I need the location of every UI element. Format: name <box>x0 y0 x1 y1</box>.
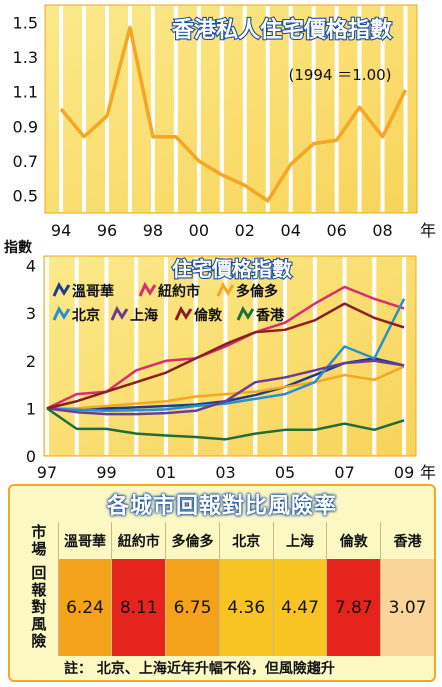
series-lines <box>59 25 408 203</box>
x-tick-label: 01 <box>156 463 176 482</box>
legend-item: 紐約市 <box>138 281 200 300</box>
y-tick-label: 0.5 <box>13 187 38 206</box>
chart-title: 香港私人住宅價格指數 <box>172 17 392 43</box>
y-tick-label: 2 <box>26 352 36 371</box>
chart-title: 住宅價格指數 <box>172 257 292 281</box>
legend-label: 北京 <box>72 307 100 324</box>
y-axis-ticks: 0 1 2 3 4 <box>26 257 36 466</box>
y-tick-label: 0 <box>26 447 36 466</box>
column-header: 上海 <box>272 522 327 559</box>
x-tick-label: 99 <box>96 463 116 482</box>
y-tick-label: 1 <box>26 399 36 418</box>
y-tick-label: 0.9 <box>13 117 38 136</box>
column-header: 多倫多 <box>165 522 220 559</box>
value-cell: 7.87 <box>326 559 381 656</box>
y-tick-label: 3 <box>26 304 36 323</box>
y-tick-label: 4 <box>26 257 36 276</box>
y-tick-label: 1.3 <box>13 48 38 67</box>
series-line <box>59 25 408 203</box>
x-tick-label: 05 <box>275 463 295 482</box>
x-tick-label: 06 <box>326 221 346 238</box>
x-axis-ticks: 97 99 01 03 05 07 09 <box>37 463 414 482</box>
column-header: 溫哥華 <box>57 522 112 559</box>
legend-item: 北京 <box>52 305 100 324</box>
legend-label: 多倫多 <box>236 283 278 300</box>
risk-return-panel: 各城市回報對比風險率 市場 溫哥華 紐約市 多倫多 北京 上海 倫敦 香港 回報… <box>8 484 436 682</box>
risk-return-table: 市場 溫哥華 紐約市 多倫多 北京 上海 倫敦 香港 回報對風險 6.24 8.… <box>20 522 434 656</box>
footnote: 註： 北京、上海近年升幅不俗，但風險趨升 <box>64 661 335 677</box>
legend-item: 香港 <box>236 305 285 324</box>
x-tick-label: 97 <box>37 463 57 482</box>
column-header: 香港 <box>380 522 434 559</box>
value-cell: 6.75 <box>165 559 220 656</box>
legend-item: 溫哥華 <box>52 281 114 300</box>
x-tick-label: 00 <box>189 221 209 238</box>
series-line <box>46 298 406 413</box>
grid-lines <box>44 257 407 455</box>
legend-item: 多倫多 <box>216 281 278 300</box>
x-axis-unit: 年 <box>420 221 436 238</box>
legend-label: 倫敦 <box>194 307 223 324</box>
legend-label: 溫哥華 <box>72 283 114 300</box>
legend-label: 香港 <box>255 307 285 324</box>
legend-swatch <box>236 305 255 321</box>
legend-label: 紐約市 <box>158 283 200 300</box>
x-tick-label: 08 <box>372 221 392 238</box>
value-cell: 4.36 <box>218 559 274 656</box>
legend-swatch <box>110 305 129 321</box>
y-axis-ticks: 0.5 0.7 0.9 1.1 1.3 1.5 <box>13 13 38 205</box>
panel-title: 各城市回報對比風險率 <box>106 494 337 519</box>
grid-lines <box>59 6 408 212</box>
series-line <box>46 302 405 410</box>
value-cell: 4.47 <box>272 559 327 656</box>
legend-swatch <box>174 305 193 321</box>
y-tick-label: 0.7 <box>13 152 38 171</box>
legend-swatch <box>52 305 71 321</box>
legend-swatch <box>216 281 235 297</box>
row-label-return-risk: 回報對風險 <box>20 559 58 656</box>
legend-swatch <box>138 281 157 297</box>
legend-item: 上海 <box>110 305 158 324</box>
value-row: 回報對風險 6.24 8.11 6.75 4.36 4.47 7.87 3.07 <box>20 559 434 656</box>
hk-price-index-chart: 0.5 0.7 0.9 1.1 1.3 1.5 94 96 98 00 02 04 06 08 香港私人… <box>13 4 436 238</box>
x-axis-ticks: 94 96 98 00 02 04 06 08 <box>51 221 393 238</box>
x-tick-label: 09 <box>394 463 414 482</box>
header-row: 市場 溫哥華 紐約市 多倫多 北京 上海 倫敦 香港 <box>20 522 434 559</box>
series-line <box>46 359 405 416</box>
x-tick-label: 07 <box>334 463 354 482</box>
series-line <box>46 407 405 441</box>
y-tick-label: 1.5 <box>13 13 38 32</box>
row-label-market: 市場 <box>20 522 58 559</box>
chart-subtitle: (1994 ＝1.00) <box>288 66 391 84</box>
legend-swatch <box>52 281 71 297</box>
row-label-return-risk-text: 回報對風險 <box>31 564 47 650</box>
y-tick-label: 1.1 <box>13 83 38 102</box>
legend-item: 倫敦 <box>174 305 223 324</box>
y-axis-label: 指數 <box>4 239 32 256</box>
x-axis-unit: 年 <box>420 463 436 482</box>
x-tick-label: 04 <box>281 221 301 238</box>
value-cell: 3.07 <box>380 559 434 656</box>
x-tick-label: 96 <box>97 221 117 238</box>
value-cell: 8.11 <box>111 559 166 656</box>
legend-label: 上海 <box>130 307 158 324</box>
x-tick-label: 02 <box>235 221 255 238</box>
series-line <box>46 365 405 410</box>
x-tick-label: 94 <box>51 221 71 238</box>
x-tick-label: 03 <box>215 463 235 482</box>
x-tick-label: 98 <box>143 221 163 238</box>
series-lines <box>46 285 406 441</box>
column-header: 倫敦 <box>326 522 381 559</box>
column-header: 紐約市 <box>111 522 166 559</box>
column-header: 北京 <box>218 522 274 559</box>
value-cell: 6.24 <box>57 559 112 656</box>
row-label-market-text: 市場 <box>31 522 47 558</box>
